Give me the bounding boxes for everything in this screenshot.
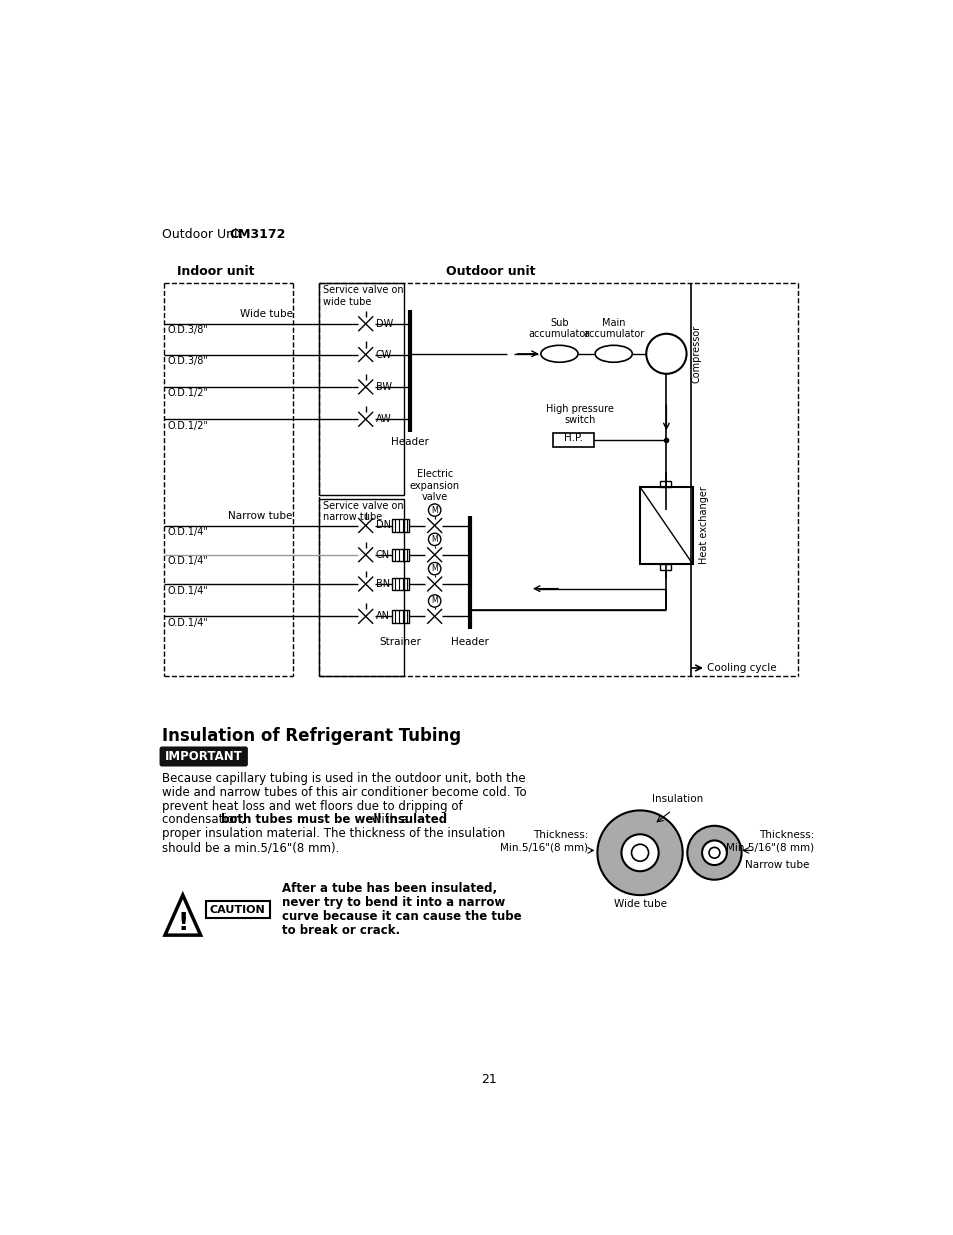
Text: CW: CW — [375, 350, 392, 359]
Circle shape — [597, 810, 682, 895]
Bar — [392, 610, 409, 622]
Text: DW: DW — [375, 319, 393, 329]
Text: Service valve on
wide tube: Service valve on wide tube — [323, 285, 403, 306]
Circle shape — [686, 826, 740, 879]
Text: Insulation of Refrigerant Tubing: Insulation of Refrigerant Tubing — [162, 727, 460, 745]
Bar — [659, 564, 670, 571]
Text: Thickness:
Min.5/16"(8 mm): Thickness: Min.5/16"(8 mm) — [499, 830, 587, 852]
Text: Wide tube: Wide tube — [239, 309, 293, 319]
Text: never try to bend it into a narrow: never try to bend it into a narrow — [282, 895, 505, 909]
Text: Because capillary tubing is used in the outdoor unit, both the: Because capillary tubing is used in the … — [162, 772, 525, 785]
Text: M: M — [431, 535, 437, 543]
Bar — [659, 480, 670, 487]
Bar — [319, 283, 404, 495]
Text: O.D.1/4": O.D.1/4" — [167, 585, 208, 595]
Text: Outdoor unit: Outdoor unit — [446, 264, 536, 278]
Text: M: M — [431, 564, 437, 573]
Circle shape — [620, 835, 658, 871]
Text: After a tube has been insulated,: After a tube has been insulated, — [282, 882, 497, 895]
Text: Narrow tube: Narrow tube — [744, 861, 809, 871]
Text: to break or crack.: to break or crack. — [282, 924, 399, 936]
Bar — [392, 578, 409, 590]
Text: CN: CN — [375, 550, 390, 559]
Text: M: M — [431, 597, 437, 605]
Text: M: M — [431, 505, 437, 515]
Text: Wide tube: Wide tube — [613, 899, 666, 909]
Text: O.D.1/2": O.D.1/2" — [167, 389, 208, 399]
Text: BN: BN — [375, 579, 390, 589]
Text: IMPORTANT: IMPORTANT — [165, 750, 242, 763]
Text: Outdoor Unit: Outdoor Unit — [162, 228, 250, 241]
Text: !: ! — [177, 911, 189, 935]
Text: Header: Header — [391, 437, 428, 447]
Text: O.D.1/4": O.D.1/4" — [167, 618, 208, 627]
Text: both tubes must be well insulated: both tubes must be well insulated — [220, 814, 446, 826]
Text: Thickness:
Min.5/16"(8 mm): Thickness: Min.5/16"(8 mm) — [725, 830, 814, 852]
Text: Header: Header — [451, 637, 489, 647]
Text: Insulation: Insulation — [651, 794, 702, 804]
Text: 21: 21 — [480, 1073, 497, 1087]
Bar — [553, 433, 593, 447]
Text: Sub
accumulator: Sub accumulator — [528, 317, 590, 340]
Text: AN: AN — [375, 611, 390, 621]
Bar — [639, 487, 692, 564]
Text: CAUTION: CAUTION — [210, 905, 266, 915]
Text: O.D.3/8": O.D.3/8" — [167, 325, 208, 335]
Text: BW: BW — [375, 382, 392, 391]
Text: Electric
expansion
valve: Electric expansion valve — [409, 469, 459, 503]
Text: Main
accumulator: Main accumulator — [582, 317, 643, 340]
Text: condensation,: condensation, — [162, 814, 249, 826]
Text: O.D.1/4": O.D.1/4" — [167, 527, 208, 537]
FancyBboxPatch shape — [159, 746, 248, 767]
Polygon shape — [165, 895, 200, 935]
Text: with a: with a — [368, 814, 408, 826]
Circle shape — [645, 333, 686, 374]
Text: Strainer: Strainer — [379, 637, 421, 647]
Circle shape — [708, 847, 720, 858]
Text: Heat exchanger: Heat exchanger — [699, 487, 708, 564]
Text: DN: DN — [375, 520, 391, 531]
Text: wide and narrow tubes of this air conditioner become cold. To: wide and narrow tubes of this air condit… — [162, 785, 526, 799]
Text: CM3172: CM3172 — [229, 228, 285, 241]
Text: curve because it can cause the tube: curve because it can cause the tube — [282, 910, 521, 923]
Text: Compressor: Compressor — [691, 325, 700, 383]
Text: Service valve on
narrow tube: Service valve on narrow tube — [323, 501, 403, 522]
Text: AW: AW — [375, 414, 391, 425]
Text: Indoor unit: Indoor unit — [177, 264, 254, 278]
Circle shape — [701, 841, 726, 864]
Text: proper insulation material. The thickness of the insulation: proper insulation material. The thicknes… — [162, 827, 504, 840]
Text: High pressure
switch: High pressure switch — [546, 404, 614, 425]
Text: Cooling cycle: Cooling cycle — [706, 663, 776, 673]
Text: O.D.1/4": O.D.1/4" — [167, 556, 208, 567]
Text: O.D.3/8": O.D.3/8" — [167, 356, 208, 366]
Ellipse shape — [540, 346, 578, 362]
Bar — [392, 520, 409, 531]
Text: H.P.: H.P. — [563, 433, 582, 443]
Text: should be a min.5/16"(8 mm).: should be a min.5/16"(8 mm). — [162, 841, 339, 855]
Bar — [392, 548, 409, 561]
Text: Narrow tube: Narrow tube — [228, 511, 293, 521]
Text: prevent heat loss and wet floors due to dripping of: prevent heat loss and wet floors due to … — [162, 799, 462, 813]
Text: O.D.1/2": O.D.1/2" — [167, 421, 208, 431]
Bar — [206, 902, 270, 918]
Bar — [319, 499, 404, 676]
Circle shape — [631, 845, 648, 861]
Ellipse shape — [595, 346, 632, 362]
